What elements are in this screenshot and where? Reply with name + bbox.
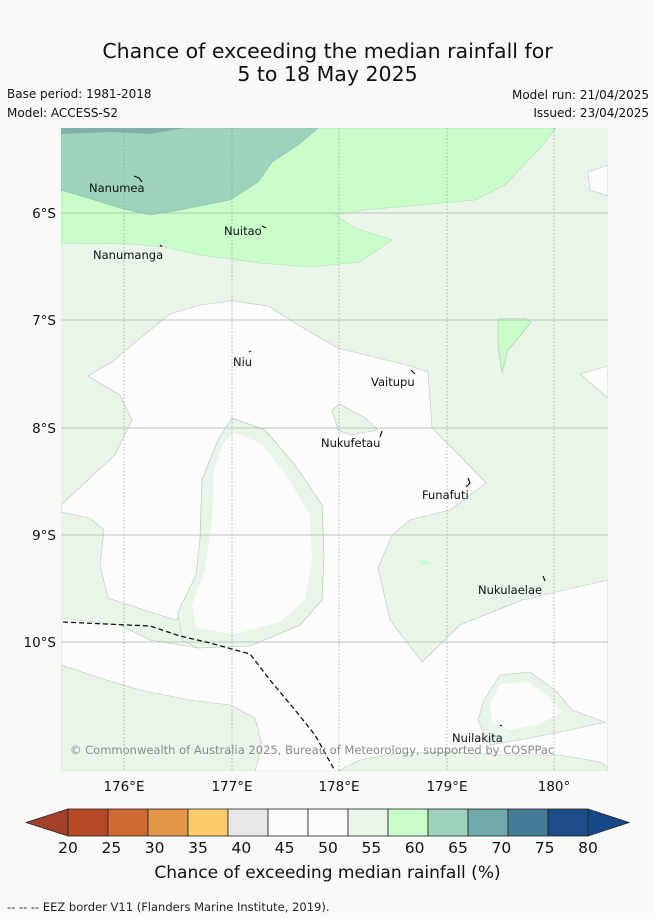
eez-footnote: -- -- -- EEZ border V11 (Flanders Marine… (7, 900, 330, 914)
lat-label-7s: 7°S (32, 313, 56, 329)
map-title: Chance of exceeding the median rainfall … (0, 40, 655, 86)
colorbar-tick-label: 75 (535, 839, 555, 857)
map-title-line2: 5 to 18 May 2025 (237, 62, 418, 86)
region-65-70-northwest (61, 128, 319, 216)
place-label-nukufetau: Nukufetau (321, 436, 380, 450)
lon-label-177e: 177°E (211, 779, 252, 795)
colorbar-tick-label: 70 (491, 839, 511, 857)
lon-label-180: 180° (538, 779, 571, 795)
colorbar-cell (507, 808, 549, 837)
colorbar-cell (187, 808, 229, 837)
colorbar-cell (547, 808, 589, 837)
lon-label-179e: 179°E (426, 779, 467, 795)
colorbar-tick-label: 20 (58, 839, 78, 857)
colorbar-tick-label: 40 (231, 839, 251, 857)
colorbar: 20 25 30 35 40 45 50 55 60 65 70 75 80 (24, 808, 631, 857)
colorbar-cell (387, 808, 429, 837)
graticule (61, 128, 608, 771)
place-label-funafuti: Funafuti (422, 488, 469, 502)
map-field: Nanumea Nuitao Nanumanga Niu Vaitupu Nuk… (61, 128, 608, 771)
base-period-label: Base period: 1981-2018 (7, 87, 152, 101)
colorbar-cell (267, 808, 309, 837)
colorbar-tick-label: 55 (361, 839, 381, 857)
colorbar-tick-label: 35 (188, 839, 208, 857)
lat-label-8s: 8°S (32, 421, 56, 437)
colorbar-cells (24, 808, 631, 837)
colorbar-cell (427, 808, 469, 837)
colorbar-extend-high (587, 808, 631, 837)
lat-label-10s: 10°S (24, 635, 57, 651)
colorbar-ticks: 20 25 30 35 40 45 50 55 60 65 70 75 80 (58, 839, 598, 857)
region-55-60-southwest (61, 664, 263, 771)
place-label-nuitao: Nuitao (224, 224, 262, 238)
colorbar-cell (467, 808, 509, 837)
place-label-nuilakita: Nuilakita (452, 731, 503, 745)
colorbar-tick-label: 60 (405, 839, 425, 857)
issued-label: Issued: 23/04/2025 (533, 106, 649, 120)
place-label-nukulaelae: Nukulaelae (478, 583, 542, 597)
colorbar-tick-label: 30 (145, 839, 165, 857)
place-label-nanumea: Nanumea (89, 181, 145, 195)
colorbar-tick-label: 25 (101, 839, 121, 857)
map-title-line1: Chance of exceeding the median rainfall … (102, 39, 553, 63)
lon-label-178e: 178°E (318, 779, 359, 795)
model-label: Model: ACCESS-S2 (7, 106, 119, 120)
colorbar-tick-label: 45 (275, 839, 295, 857)
colorbar-label: Chance of exceeding median rainfall (%) (154, 863, 501, 883)
colorbar-extend-low (24, 808, 69, 837)
colorbar-cell (347, 808, 389, 837)
colorbar-cell (107, 808, 149, 837)
colorbar-cell (147, 808, 189, 837)
colorbar-cell (307, 808, 349, 837)
island-markers (133, 175, 546, 727)
colorbar-tick-label: 50 (318, 839, 338, 857)
lat-label-9s: 9°S (32, 528, 56, 544)
rainfall-map: Nanumea Nuitao Nanumanga Niu Vaitupu Nuk… (24, 128, 608, 795)
lon-label-176e: 176°E (103, 779, 144, 795)
model-run-label: Model run: 21/04/2025 (511, 88, 649, 102)
colorbar-tick-label: 65 (448, 839, 468, 857)
colorbar-cell (67, 808, 109, 837)
place-label-vaitupu: Vaitupu (371, 375, 415, 389)
copyright-notice: © Commonwealth of Australia 2025, Bureau… (70, 743, 554, 757)
colorbar-tick-label: 80 (578, 839, 598, 857)
lat-label-6s: 6°S (32, 206, 56, 222)
region-60-65-east-patch (497, 317, 532, 374)
region-50-55-central (61, 300, 608, 771)
colorbar-cell (227, 808, 269, 837)
eez-border (62, 621, 336, 771)
place-label-nanumanga: Nanumanga (93, 248, 163, 262)
place-label-niu: Niu (233, 355, 252, 369)
